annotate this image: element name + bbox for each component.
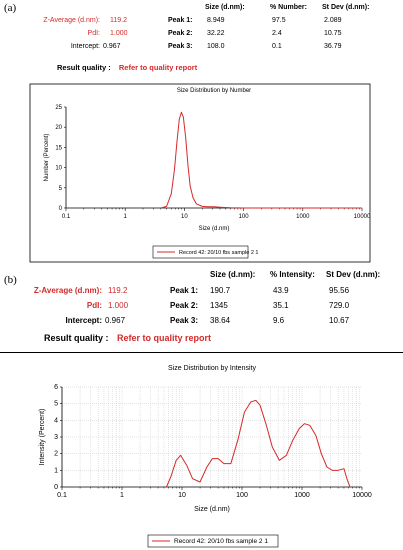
y-tick-label: 0 <box>59 206 63 212</box>
panel-a-peak1-size: 8.949 <box>207 17 225 24</box>
y-tick-label: 15 <box>55 145 62 151</box>
panel-a-intercept-value: 0.967 <box>103 43 121 50</box>
legend-box <box>152 245 249 259</box>
y-tick-label: 5 <box>54 401 58 408</box>
x-tick-label: 100 <box>236 492 248 499</box>
panel-a-peak3-label: Peak 3: <box>168 43 193 50</box>
panel-a-peak2-percent: 2.4 <box>272 30 282 37</box>
x-tick-label: 1 <box>120 492 124 499</box>
x-tick-label: 10 <box>178 492 186 499</box>
panel-a-peak3-stdev: 36.79 <box>324 43 342 50</box>
panel-b-peak1-stdev: 95.56 <box>329 286 350 295</box>
panel-b-pdi-value: 1.000 <box>108 301 129 310</box>
panel-a-pdi-value: 1.000 <box>110 30 128 37</box>
series-line <box>165 399 351 488</box>
x-tick-label: 0.1 <box>62 214 71 220</box>
panel-a-summary-table: Size (d.nm): % Number: St Dev (d.nm): Z-… <box>0 0 403 80</box>
y-tick-label: 25 <box>55 105 62 111</box>
x-tick-label: 1000 <box>294 492 310 499</box>
panel-a-result-quality-label: Result quality : <box>57 63 111 72</box>
y-tick-label: 20 <box>55 125 62 131</box>
legend-box <box>147 534 279 548</box>
x-tick-label: 10000 <box>354 214 371 220</box>
panel-a-peak2-label: Peak 2: <box>168 30 193 37</box>
y-tick-label: 6 <box>54 384 58 391</box>
panel-a-peak3-size: 108.0 <box>207 43 225 50</box>
panel-b-quality-report-link[interactable]: Refer to quality report <box>117 333 212 343</box>
y-tick-label: 10 <box>55 166 62 172</box>
panel-a-header-stdev: St Dev (d.nm): <box>322 4 370 11</box>
panel-a-header-size: Size (d.nm): <box>205 4 245 11</box>
panel-b-label: (b) <box>4 274 17 286</box>
panel-b-peak1-size: 190.7 <box>210 286 231 295</box>
panel-b-header-percent: % Intensity: <box>270 270 315 279</box>
panel-a-quality-report-link[interactable]: Refer to quality report <box>118 63 198 72</box>
panel-a-peak1-stdev: 2.089 <box>324 17 342 24</box>
panel-b-header-stdev: St Dev (d.nm): <box>326 270 381 279</box>
chart-title: Size Distribution by Number <box>177 88 251 94</box>
panel-b-z-average-label: Z-Average (d.nm): <box>33 286 102 295</box>
chart-gridlines <box>61 386 362 488</box>
x-tick-label: 10 <box>181 214 188 220</box>
panel-a-peak3-percent: 0.1 <box>272 43 282 50</box>
panel-a-pdi-label: PdI: <box>87 30 100 37</box>
y-axis-label: Intensity (Percent) <box>39 409 46 466</box>
panel-b-peak1-percent: 43.9 <box>273 286 289 295</box>
x-axis-label: Size (d.nm) <box>199 226 230 232</box>
x-tick-label: 1 <box>124 214 128 220</box>
y-tick-label: 5 <box>59 186 63 192</box>
chart-title: Size Distribution by Intensity <box>168 365 256 372</box>
chart-size-distribution-by-intensity: Size Distribution by Intensity 0 1 2 3 4 5 6 0.1… <box>39 365 372 548</box>
panel-a-z-average-label: Z-Average (d.nm): <box>43 17 100 24</box>
y-tick-label: 3 <box>54 434 58 441</box>
legend-label: Record 42: 20/10 fbs sample 2 1 <box>174 538 268 545</box>
chart-frame <box>29 83 371 263</box>
panel-a-peak2-size: 32.22 <box>207 30 225 37</box>
panel-b-peak3-label: Peak 3: <box>170 316 199 325</box>
x-tick-label: 100 <box>239 214 250 220</box>
series-line <box>160 111 362 209</box>
panel-b-peak3-percent: 9.6 <box>273 316 285 325</box>
panel-b-result-quality: Result quality : Refer to quality report <box>44 333 211 343</box>
panel-b-peak3-size: 38.64 <box>210 316 231 325</box>
panel-a-peak1-label: Peak 1: <box>168 17 193 24</box>
y-tick-label: 2 <box>54 451 58 458</box>
y-tick-label: 0 <box>54 484 58 491</box>
x-tick-label: 0.1 <box>57 492 67 499</box>
x-tick-label: 10000 <box>352 492 372 499</box>
panel-b-intercept-label: Intercept: <box>65 316 102 325</box>
panel-b-peak3-stdev: 10.67 <box>329 316 350 325</box>
y-tick-label: 4 <box>54 417 58 424</box>
panel-b-peak2-percent: 35.1 <box>273 301 289 310</box>
panel-b-peak1-label: Peak 1: <box>170 286 199 295</box>
panel-b-summary-table: Size (d.nm): % Intensity: St Dev (d.nm):… <box>33 270 381 325</box>
panel-a-intercept-label: Intercept: <box>70 43 100 50</box>
panel-b-header-size: Size (d.nm): <box>210 270 256 279</box>
panel-b-intercept-value: 0.967 <box>105 316 126 325</box>
x-tick-label: 1000 <box>296 214 310 220</box>
legend-label: Record 42: 20/10 fbs sample 2 1 <box>179 250 259 256</box>
panel-b-peak2-stdev: 729.0 <box>329 301 350 310</box>
panel-b-peak2-size: 1345 <box>210 301 228 310</box>
panel-a-result-quality: Result quality : Refer to quality report <box>57 63 197 72</box>
chart-size-distribution-by-number: Size Distribution by Number 0 5 10 15 20 25 0.1… <box>29 83 371 263</box>
y-axis-label: Number (Percent) <box>44 134 50 182</box>
panel-a-header-percent: % Number: <box>270 4 307 11</box>
y-tick-label: 1 <box>54 467 58 474</box>
panel-b-z-average-value: 119.2 <box>108 286 128 295</box>
x-axis-label: Size (d.nm) <box>194 506 230 513</box>
panel-b-separator-line <box>0 352 403 353</box>
panel-b-peak2-label: Peak 2: <box>170 301 199 310</box>
panel-a-label: (a) <box>4 2 17 14</box>
panel-a-peak2-stdev: 10.75 <box>324 30 342 37</box>
panel-a-z-average-value: 119.2 <box>110 17 127 24</box>
panel-b-pdi-label: PdI: <box>86 301 102 310</box>
panel-b-result-quality-label: Result quality : <box>44 333 109 343</box>
panel-a-peak1-percent: 97.5 <box>272 17 286 24</box>
